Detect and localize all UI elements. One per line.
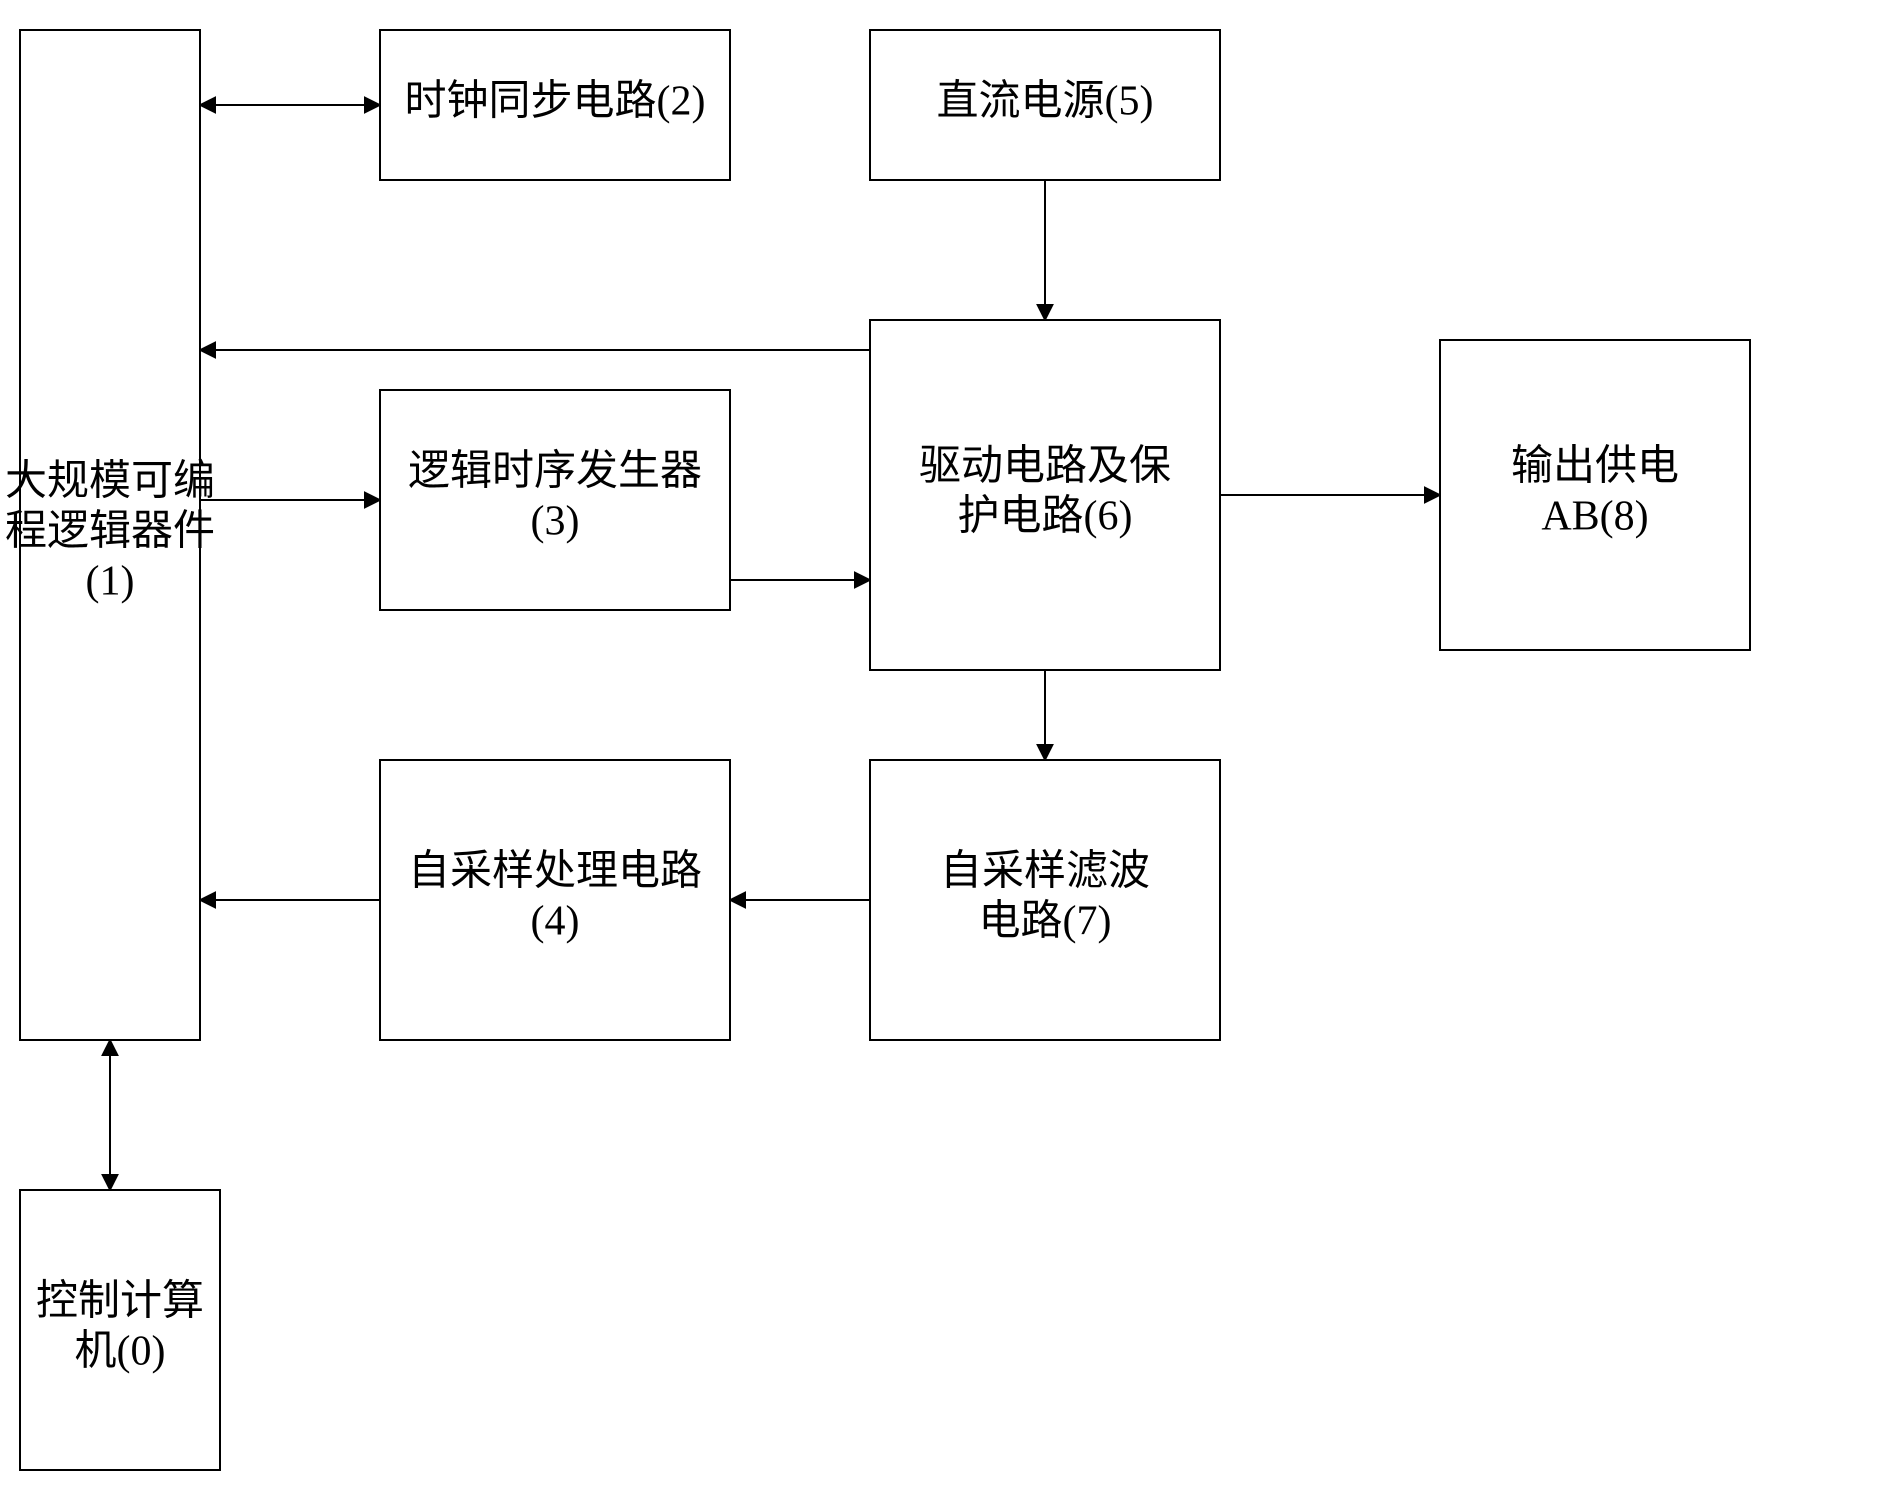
node-n1-label: 程逻辑器件 bbox=[5, 509, 215, 555]
node-n7-label: 电路(7) bbox=[979, 899, 1112, 945]
block-diagram: 大规模可编程逻辑器件(1)时钟同步电路(2)逻辑时序发生器(3)自采样处理电路(… bbox=[0, 0, 1887, 1499]
node-n1-label: (1) bbox=[86, 559, 135, 605]
node-n0: 控制计算机(0) bbox=[20, 1190, 220, 1470]
node-n8-label: 输出供电 bbox=[1511, 444, 1679, 490]
node-n0-label: 控制计算 bbox=[36, 1279, 204, 1325]
node-n0-label: 机(0) bbox=[75, 1329, 166, 1375]
node-n7: 自采样滤波电路(7) bbox=[870, 760, 1220, 1040]
node-n4-label: 自采样处理电路 bbox=[408, 849, 702, 895]
node-n1: 大规模可编程逻辑器件(1) bbox=[5, 30, 215, 1040]
node-n6-label: 驱动电路及保 bbox=[919, 444, 1171, 490]
node-n2: 时钟同步电路(2) bbox=[380, 30, 730, 180]
node-n6: 驱动电路及保护电路(6) bbox=[870, 320, 1220, 670]
node-n7-label: 自采样滤波 bbox=[940, 849, 1150, 895]
node-n1-label: 大规模可编 bbox=[5, 459, 215, 505]
node-n3-label: 逻辑时序发生器 bbox=[408, 449, 702, 495]
node-n2-label: 时钟同步电路(2) bbox=[405, 79, 706, 125]
node-n8: 输出供电AB(8) bbox=[1440, 340, 1750, 650]
node-n8-label: AB(8) bbox=[1541, 494, 1648, 540]
node-n4-label: (4) bbox=[531, 899, 580, 945]
node-n5-label: 直流电源(5) bbox=[937, 79, 1154, 125]
node-n3-label: (3) bbox=[531, 499, 580, 545]
node-n3: 逻辑时序发生器(3) bbox=[380, 390, 730, 610]
node-n6-label: 护电路(6) bbox=[958, 494, 1133, 540]
node-n4: 自采样处理电路(4) bbox=[380, 760, 730, 1040]
node-n5: 直流电源(5) bbox=[870, 30, 1220, 180]
